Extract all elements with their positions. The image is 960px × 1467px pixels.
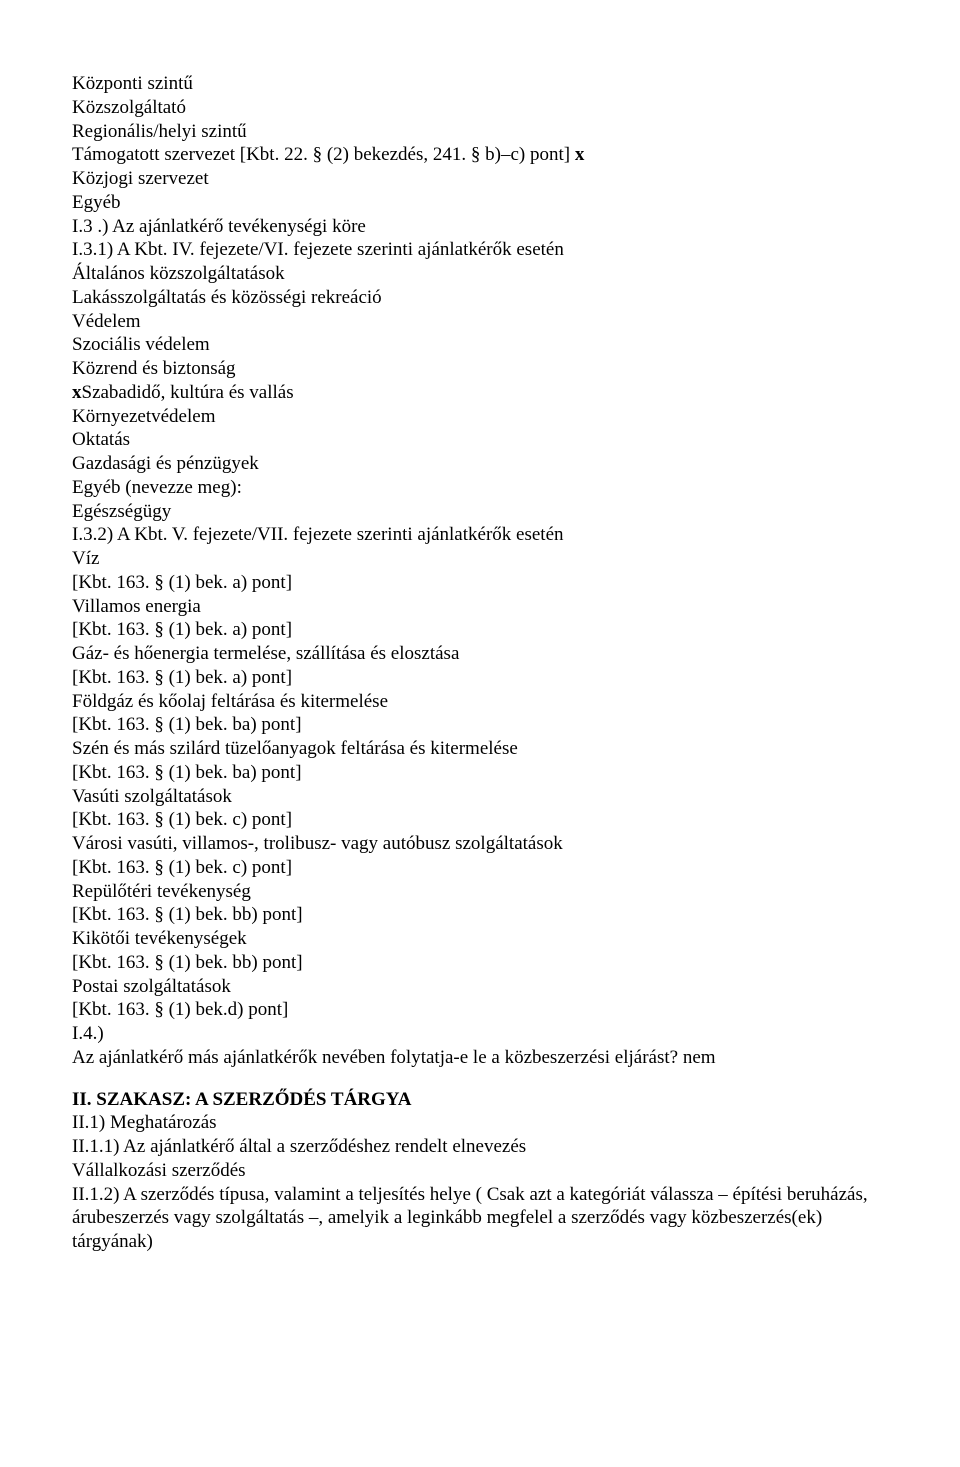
- text-line: Az ajánlatkérő más ajánlatkérők nevében …: [72, 1046, 888, 1070]
- text-line: [Kbt. 163. § (1) bek. bb) pont]: [72, 951, 888, 975]
- text-line: Villamos energia: [72, 595, 888, 619]
- text-line: Közszolgáltató: [72, 96, 888, 120]
- text-line: Gazdasági és pénzügyek: [72, 452, 888, 476]
- text-line: Regionális/helyi szintű: [72, 120, 888, 144]
- text-line: I.3.2) A Kbt. V. fejezete/VII. fejezete …: [72, 523, 888, 547]
- text-line: II.1) Meghatározás: [72, 1111, 888, 1135]
- text-line: [Kbt. 163. § (1) bek. c) pont]: [72, 856, 888, 880]
- text-line: Környezetvédelem: [72, 405, 888, 429]
- text-line: Egészségügy: [72, 500, 888, 524]
- text-line: I.3.1) A Kbt. IV. fejezete/VI. fejezete …: [72, 238, 888, 262]
- text-line: [Kbt. 163. § (1) bek. a) pont]: [72, 571, 888, 595]
- text-line: Kikötői tevékenységek: [72, 927, 888, 951]
- text-line: II.1.2) A szerződés típusa, valamint a t…: [72, 1183, 888, 1254]
- text-line: [Kbt. 163. § (1) bek. a) pont]: [72, 618, 888, 642]
- text-line: Oktatás: [72, 428, 888, 452]
- text-line: Repülőtéri tevékenység: [72, 880, 888, 904]
- text-line: Központi szintű: [72, 72, 888, 96]
- text-line: Közjogi szervezet: [72, 167, 888, 191]
- text-line: [Kbt. 163. § (1) bek. ba) pont]: [72, 713, 888, 737]
- text-line: Támogatott szervezet [Kbt. 22. § (2) bek…: [72, 143, 888, 167]
- text-line: Szén és más szilárd tüzelőanyagok feltár…: [72, 737, 888, 761]
- text-line: Vállalkozási szerződés: [72, 1159, 888, 1183]
- text-line: [Kbt. 163. § (1) bek. ba) pont]: [72, 761, 888, 785]
- text-line: Gáz- és hőenergia termelése, szállítása …: [72, 642, 888, 666]
- text-line: Postai szolgáltatások: [72, 975, 888, 999]
- text-line: [Kbt. 163. § (1) bek. c) pont]: [72, 808, 888, 832]
- section-heading: II. SZAKASZ: A SZERZŐDÉS TÁRGYA: [72, 1088, 888, 1112]
- text-line: Általános közszolgáltatások: [72, 262, 888, 286]
- text-line: Szociális védelem: [72, 333, 888, 357]
- text-line: I.4.): [72, 1022, 888, 1046]
- text-line: Lakásszolgáltatás és közösségi rekreáció: [72, 286, 888, 310]
- text-line: [Kbt. 163. § (1) bek.d) pont]: [72, 998, 888, 1022]
- text-line: Közrend és biztonság: [72, 357, 888, 381]
- document-body: Központi szintűKözszolgáltatóRegionális/…: [72, 72, 888, 1254]
- text-line: xSzabadidő, kultúra és vallás: [72, 381, 888, 405]
- text-line: [Kbt. 163. § (1) bek. bb) pont]: [72, 903, 888, 927]
- text-line: Egyéb (nevezze meg):: [72, 476, 888, 500]
- text-line: Egyéb: [72, 191, 888, 215]
- text-line: I.3 .) Az ajánlatkérő tevékenységi köre: [72, 215, 888, 239]
- text-line: [Kbt. 163. § (1) bek. a) pont]: [72, 666, 888, 690]
- text-line: Védelem: [72, 310, 888, 334]
- text-line: Városi vasúti, villamos-, trolibusz- vag…: [72, 832, 888, 856]
- text-line: Földgáz és kőolaj feltárása és kitermelé…: [72, 690, 888, 714]
- text-line: II.1.1) Az ajánlatkérő által a szerződés…: [72, 1135, 888, 1159]
- text-line: Víz: [72, 547, 888, 571]
- text-line: Vasúti szolgáltatások: [72, 785, 888, 809]
